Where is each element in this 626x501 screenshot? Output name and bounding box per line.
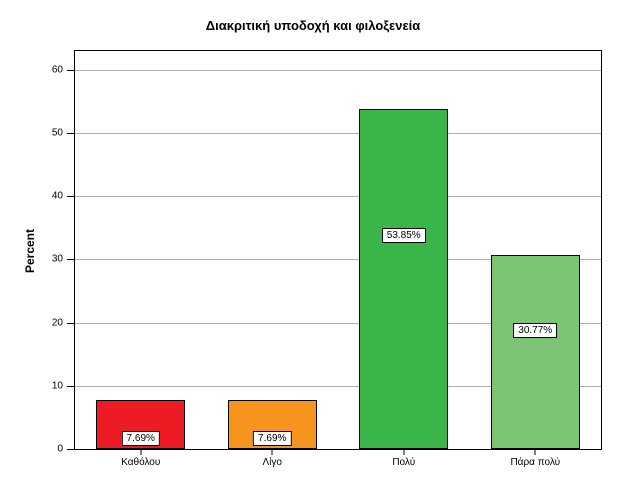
gridline (75, 196, 601, 197)
bar: 30.77% (491, 255, 580, 449)
bar-value-label: 7.69% (122, 431, 160, 446)
y-tick-label: 40 (52, 191, 75, 202)
gridline (75, 70, 601, 71)
plot-area: 01020304050607.69%Καθόλου7.69%Λίγο53.85%… (74, 50, 602, 450)
x-category-label: Πάρα πολύ (510, 449, 560, 468)
y-tick-label: 10 (52, 380, 75, 391)
bar-value-label: 7.69% (253, 431, 291, 446)
y-tick-label: 0 (57, 444, 75, 455)
bar: 53.85% (359, 109, 448, 449)
bar: 7.69% (96, 400, 185, 449)
bar-value-label: 30.77% (513, 323, 557, 338)
y-tick-label: 60 (52, 64, 75, 75)
bar-value-label: 53.85% (382, 228, 426, 243)
bar-fill (359, 109, 448, 449)
y-tick-label: 20 (52, 317, 75, 328)
gridline (75, 133, 601, 134)
x-category-label: Λίγο (263, 449, 282, 468)
chart-title: Διακριτική υποδοχή και φιλοξενεία (0, 18, 626, 33)
y-axis-label: Percent (23, 228, 37, 272)
x-category-label: Πολύ (392, 449, 415, 468)
bar: 7.69% (228, 400, 317, 449)
y-tick-label: 50 (52, 128, 75, 139)
x-category-label: Καθόλου (121, 449, 160, 468)
bar-chart: Διακριτική υποδοχή και φιλοξενεία Percen… (0, 0, 626, 501)
y-tick-label: 30 (52, 254, 75, 265)
bar-fill (491, 255, 580, 449)
